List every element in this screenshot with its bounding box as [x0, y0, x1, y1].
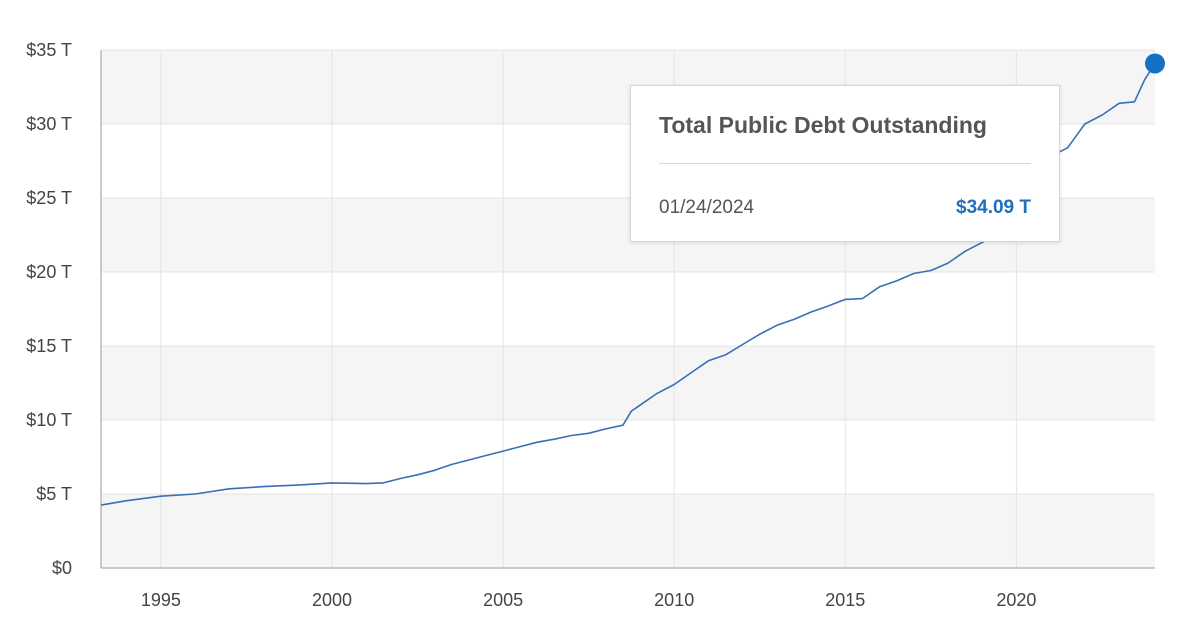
axes	[100, 50, 1155, 569]
x-tick-label: 2005	[483, 590, 523, 610]
y-tick-label: $0	[52, 558, 72, 578]
highlight-point	[1145, 53, 1165, 74]
y-tick-label: $5 T	[36, 484, 72, 504]
tooltip-date: 01/24/2024	[659, 197, 755, 218]
y-tick-label: $10 T	[26, 410, 72, 430]
y-tick-label: $15 T	[26, 336, 72, 356]
x-tick-labels: 1995 2000 2005 2010 2015 2020	[141, 590, 1037, 610]
x-tick-label: 2010	[654, 590, 694, 610]
x-tick-label: 2020	[996, 590, 1036, 610]
plot-band	[101, 494, 1155, 568]
plot-band	[101, 346, 1155, 420]
tooltip-title: Total Public Debt Outstanding	[659, 112, 987, 138]
x-tick-label: 1995	[141, 590, 181, 610]
y-tick-labels: $0 $5 T $10 T $15 T $20 T $25 T $30 T $35 T	[26, 40, 72, 578]
tooltip-divider	[659, 163, 1031, 164]
tooltip-value: $34.09 T	[956, 197, 1031, 218]
x-tick-label: 2015	[825, 590, 865, 610]
grid-lines	[101, 49, 1155, 568]
y-tick-label: $35 T	[26, 40, 72, 60]
x-tick-label: 2000	[312, 590, 352, 610]
y-tick-label: $25 T	[26, 188, 72, 208]
y-tick-label: $20 T	[26, 262, 72, 282]
y-tick-label: $30 T	[26, 114, 72, 134]
tooltip-card: Total Public Debt Outstanding 01/24/2024…	[630, 85, 1060, 242]
